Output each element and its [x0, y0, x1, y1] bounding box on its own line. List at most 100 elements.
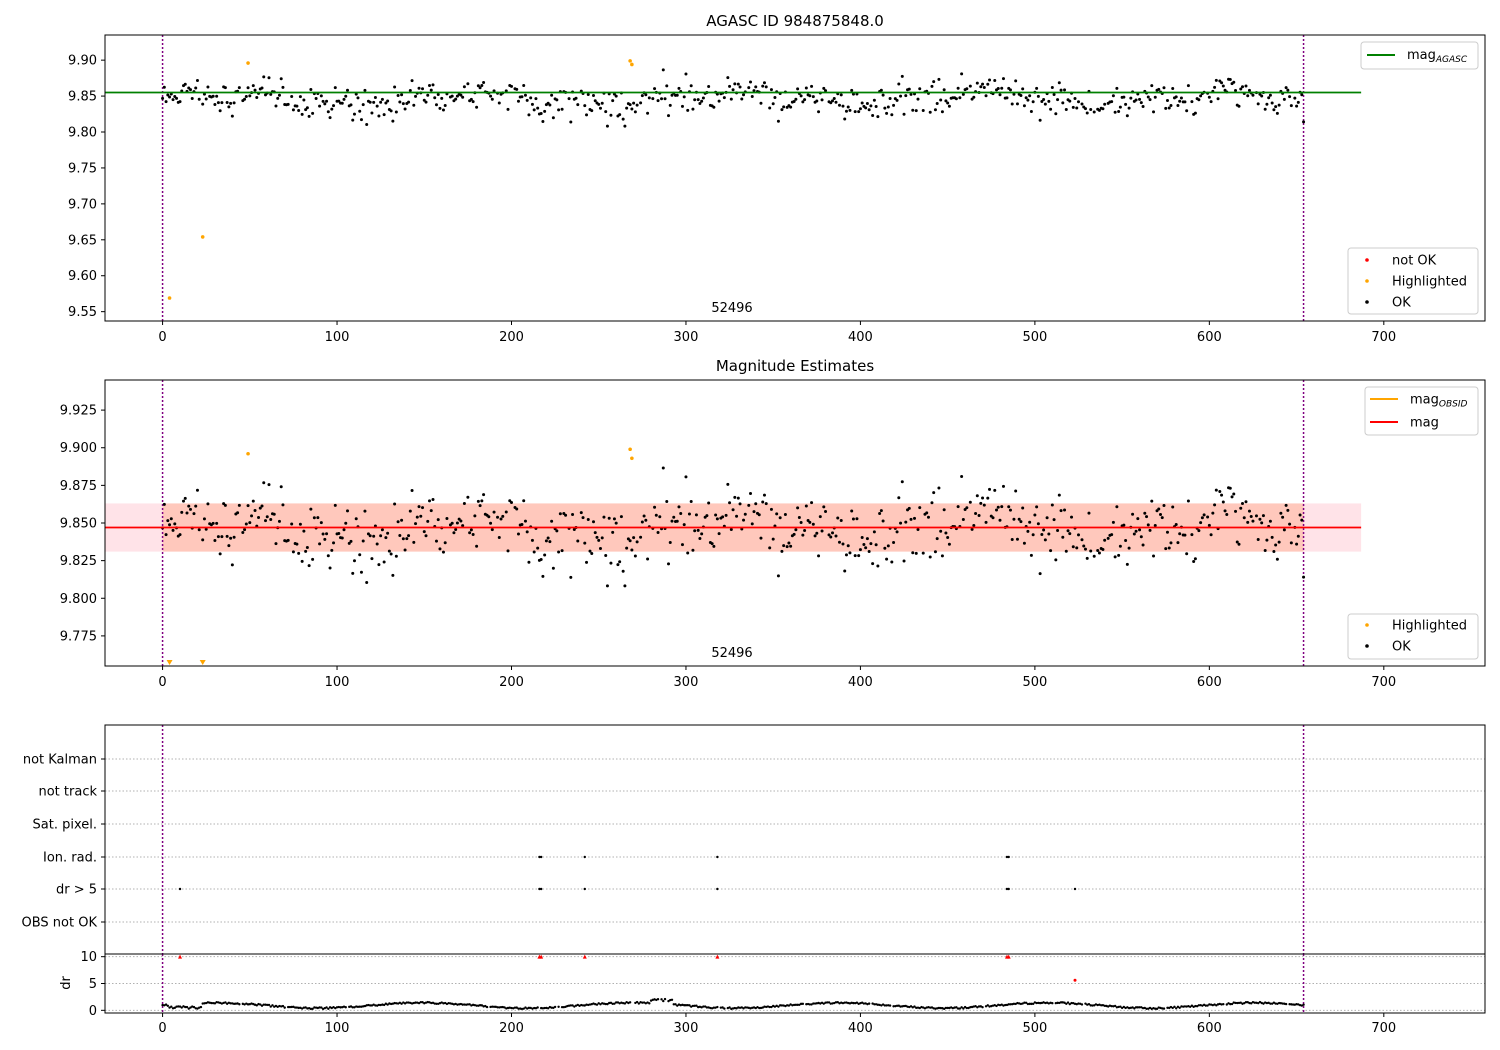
dr-point — [539, 1006, 543, 1010]
agasc-ok-point — [1251, 93, 1255, 97]
agasc-ok-point — [218, 109, 222, 113]
estimates-ok-point — [1183, 533, 1187, 537]
agasc-ok-point — [393, 85, 397, 89]
estimates-ok-point — [609, 561, 613, 565]
estimates-ok-point — [933, 550, 937, 554]
dr-point — [1225, 1003, 1228, 1006]
estimates-ok-point — [672, 515, 676, 519]
dr-point — [560, 1005, 564, 1009]
dr-point — [777, 1005, 780, 1008]
flags-category-label: Ion. rad. — [43, 851, 97, 866]
estimates-ok-point — [916, 527, 920, 531]
estimates-ok-point — [468, 531, 472, 535]
estimates-ok-point — [846, 544, 850, 548]
estimates-ok-point — [347, 541, 351, 545]
estimates-ok-point — [1274, 543, 1278, 547]
dr-x-tick-label: 700 — [1371, 1021, 1396, 1036]
agasc-ok-point — [834, 100, 838, 104]
agasc-ok-point — [614, 94, 618, 98]
dr-point — [201, 1002, 204, 1005]
estimates-ok-point — [803, 528, 807, 532]
agasc-ok-point — [1019, 93, 1023, 97]
agasc-ok-point — [661, 68, 665, 72]
estimates-ok-point — [829, 535, 833, 539]
agasc-ok-point — [206, 85, 210, 89]
dr-point — [1023, 1001, 1026, 1004]
dr-point — [215, 1001, 218, 1004]
flag-point — [716, 887, 719, 891]
agasc-ok-point — [318, 104, 322, 108]
estimates-ok-point — [168, 523, 172, 527]
agasc-magnitude-panel: AGASC ID 984875848.0 52496 0 100 200 300 400… — [68, 12, 1486, 345]
estimates-ok-point — [195, 488, 199, 492]
estimates-ok-point — [1038, 572, 1042, 576]
agasc-ok-point — [286, 102, 290, 106]
estimates-ok-point — [761, 500, 765, 504]
agasc-ok-point — [883, 106, 887, 110]
estimates-ok-point — [197, 528, 201, 532]
dr-point — [304, 1006, 307, 1009]
agasc-ok-point — [1232, 80, 1236, 84]
agasc-ok-point — [1118, 105, 1122, 109]
dr-point — [688, 1004, 691, 1007]
agasc-ok-point — [166, 93, 170, 97]
estimates-ok-point — [670, 519, 674, 523]
dr-point — [1194, 1004, 1197, 1008]
estimates-ok-point — [243, 528, 247, 532]
legend-label: Highlighted — [1392, 619, 1467, 634]
estimates-ok-point — [166, 519, 170, 523]
dr-clipped-marker — [178, 954, 183, 959]
estimates-ok-point — [1296, 534, 1300, 538]
dr-point — [433, 1002, 436, 1005]
agasc-ok-point — [1125, 114, 1129, 118]
estimates-ok-point — [220, 535, 224, 539]
estimates-ok-point — [225, 534, 229, 538]
estimates-ok-point — [736, 496, 740, 500]
agasc-ok-point — [523, 93, 527, 97]
agasc-ok-point — [1268, 93, 1272, 97]
dr-point — [974, 1005, 977, 1008]
agasc-ok-point — [1183, 100, 1187, 104]
estimates-ok-point — [401, 537, 405, 541]
estimates-ok-point — [815, 531, 819, 535]
agasc-ok-point — [773, 96, 777, 100]
agasc-ok-point — [1122, 95, 1126, 99]
agasc-ok-point — [1256, 102, 1260, 106]
agasc-y-tick-label: 9.70 — [68, 197, 97, 212]
estimates-ok-point — [776, 574, 780, 578]
estimates-ok-point — [1289, 541, 1293, 545]
estimates-ok-point — [237, 503, 241, 507]
agasc-ok-point — [749, 80, 753, 84]
estimates-ok-point — [1268, 519, 1272, 523]
legend-label: mag — [1410, 416, 1439, 431]
agasc-ok-point — [295, 104, 299, 108]
estimates-ok-point — [836, 516, 840, 520]
dr-point — [536, 1006, 539, 1009]
agasc-ok-point — [260, 86, 264, 90]
estimates-ok-point — [557, 550, 561, 554]
agasc-ok-point — [872, 98, 876, 102]
dr-point — [614, 1001, 618, 1004]
agasc-ok-point — [424, 100, 428, 104]
agasc-ok-point — [609, 113, 613, 117]
estimates-highlighted-point — [246, 451, 250, 456]
flag-point — [539, 855, 543, 859]
agasc-ok-point — [677, 86, 681, 90]
dr-point — [1166, 1006, 1169, 1009]
estimates-ok-point — [1275, 557, 1279, 561]
agasc-ok-point — [1073, 97, 1077, 101]
dr-point — [358, 1005, 361, 1008]
estimates-ok-point — [178, 533, 182, 537]
estimates-ok-point — [1167, 546, 1171, 550]
agasc-ok-point — [946, 101, 950, 105]
estimates-ok-point — [361, 539, 365, 543]
estimates-ok-point — [394, 554, 398, 558]
dr-point — [1009, 1003, 1012, 1006]
agasc-ok-point — [984, 94, 988, 98]
estimates-ok-point — [700, 532, 704, 536]
agasc-ok-point — [267, 76, 271, 80]
agasc-ok-point — [867, 108, 871, 112]
agasc-ok-point — [764, 85, 768, 89]
estimates-ok-point — [183, 496, 187, 500]
estimates-ok-point — [260, 504, 264, 508]
